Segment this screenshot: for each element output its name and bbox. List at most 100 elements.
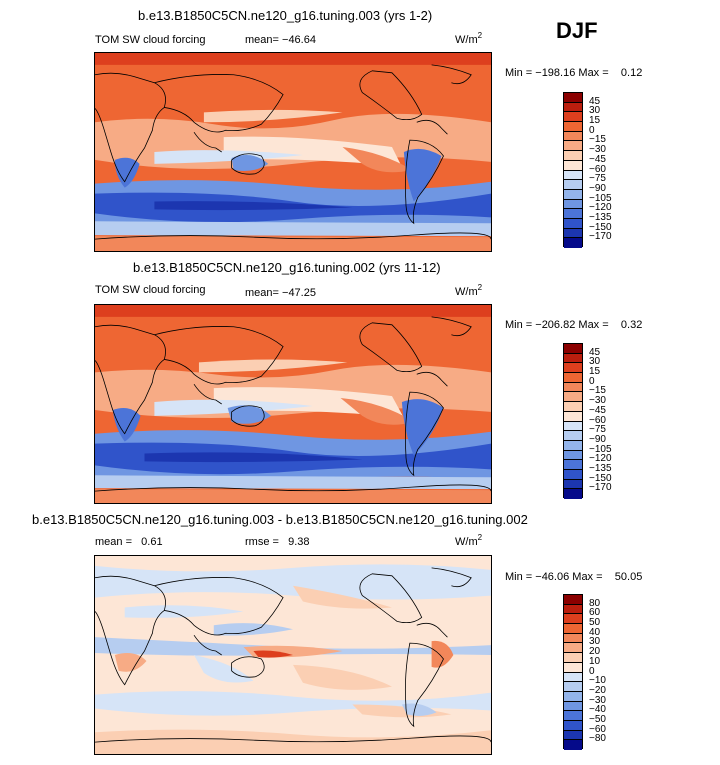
colorbar-box (564, 740, 582, 750)
colorbar-level-label: −80 (589, 733, 606, 745)
colorbar-level-label: −120 (589, 202, 612, 214)
colorbar-level-label: 20 (589, 646, 601, 658)
colorbar-level-label: −10 (589, 675, 606, 687)
colorbar-level-label: 0 (589, 375, 595, 387)
colorbar-level-label: −150 (589, 221, 612, 233)
colorbar-box (564, 189, 582, 200)
colorbar-level-label: −45 (589, 404, 606, 416)
colorbar-box (564, 199, 582, 210)
panel-2-variable: TOM SW cloud forcing (95, 284, 206, 296)
panel-1-field (95, 53, 491, 251)
panel-2-minmax: Min = −206.82 Max = 0.32 (505, 319, 643, 331)
colorbar-box (564, 431, 582, 441)
colorbar-box (564, 682, 582, 692)
colorbar-level-label: 15 (589, 115, 601, 127)
colorbar-level-label: 40 (589, 626, 601, 638)
panel-1-minmax: Min = −198.16 Max = 0.12 (505, 67, 643, 79)
panel-1-map (94, 52, 492, 252)
panel-1-mean: mean= −46.64 (245, 34, 316, 46)
colorbar-level-label: −30 (589, 395, 606, 407)
colorbar-box (564, 93, 582, 103)
colorbar-level-label: −15 (589, 385, 606, 397)
colorbar-box (564, 450, 582, 461)
panel-3-field (95, 556, 491, 754)
colorbar-level-label: −170 (589, 482, 612, 494)
colorbar-box (564, 141, 582, 152)
colorbar-box (564, 131, 582, 142)
colorbar-box (564, 604, 582, 615)
colorbar-level-label: −105 (589, 443, 612, 455)
colorbar-level-label: −170 (589, 231, 612, 243)
colorbar-level-label: 30 (589, 356, 601, 368)
colorbar-level-label: −135 (589, 462, 612, 474)
colorbar-box (564, 633, 582, 644)
panel-2-colorbar (563, 343, 583, 499)
colorbar-level-label: −40 (589, 704, 606, 716)
colorbar-box (564, 624, 582, 634)
colorbar-level-label: 60 (589, 607, 601, 619)
colorbar-box (564, 730, 582, 741)
colorbar-box (564, 392, 582, 403)
colorbar-level-label: −150 (589, 472, 612, 484)
colorbar-level-label: −45 (589, 153, 606, 165)
colorbar-box (564, 102, 582, 113)
colorbar-box (564, 653, 582, 663)
panel-1-units: W/m2 (455, 31, 483, 46)
colorbar-box (564, 238, 582, 248)
colorbar-box (564, 643, 582, 654)
colorbar-box (564, 662, 582, 673)
colorbar-box (564, 363, 582, 374)
colorbar-level-label: 45 (589, 346, 601, 358)
colorbar-level-label: 50 (589, 617, 601, 629)
colorbar-level-label: −20 (589, 684, 606, 696)
colorbar-level-label: 30 (589, 105, 601, 117)
panel-2-mean: mean= −47.25 (245, 287, 316, 299)
panel-2-map (94, 304, 492, 504)
colorbar-level-label: −75 (589, 424, 606, 436)
colorbar-box (564, 460, 582, 470)
colorbar-box (564, 701, 582, 712)
season-label: DJF (556, 18, 598, 43)
colorbar-box (564, 180, 582, 190)
colorbar-level-label: −30 (589, 694, 606, 706)
panel-3-title: b.e13.B1850C5CN.ne120_g16.tuning.003 - b… (32, 512, 528, 527)
colorbar-box (564, 382, 582, 393)
panel-3-mean: mean = 0.61 (95, 536, 163, 548)
colorbar-box (564, 421, 582, 432)
panel-3-rmse: rmse = 9.38 (245, 536, 310, 548)
colorbar-box (564, 218, 582, 229)
colorbar-box (564, 489, 582, 499)
colorbar-level-label: 10 (589, 655, 601, 667)
colorbar-box (564, 228, 582, 239)
colorbar-box (564, 479, 582, 490)
panel-3-colorbar (563, 594, 583, 750)
colorbar-level-label: 80 (589, 597, 601, 609)
colorbar-box (564, 672, 582, 683)
colorbar-box (564, 122, 582, 132)
colorbar-level-label: 15 (589, 366, 601, 378)
colorbar-box (564, 151, 582, 161)
panel-3-units: W/m2 (455, 533, 483, 548)
colorbar-level-label: −120 (589, 453, 612, 465)
colorbar-level-label: 0 (589, 124, 595, 136)
colorbar-level-label: 30 (589, 636, 601, 648)
colorbar-box (564, 353, 582, 364)
colorbar-box (564, 614, 582, 625)
panel-3-minmax: Min = −46.06 Max = 50.05 (505, 571, 643, 583)
colorbar-level-label: −60 (589, 723, 606, 735)
colorbar-box (564, 170, 582, 181)
colorbar-level-label: −90 (589, 182, 606, 194)
colorbar-box (564, 440, 582, 451)
colorbar-level-label: −15 (589, 134, 606, 146)
colorbar-level-label: −90 (589, 433, 606, 445)
panel-2-field (95, 305, 491, 503)
colorbar-box (564, 160, 582, 171)
colorbar-level-label: 0 (589, 665, 595, 677)
colorbar-box (564, 373, 582, 383)
panel-1-colorbar (563, 92, 583, 248)
colorbar-level-label: −105 (589, 192, 612, 204)
colorbar-level-label: −75 (589, 173, 606, 185)
colorbar-level-label: −60 (589, 163, 606, 175)
colorbar-box (564, 402, 582, 412)
colorbar-level-label: −50 (589, 713, 606, 725)
